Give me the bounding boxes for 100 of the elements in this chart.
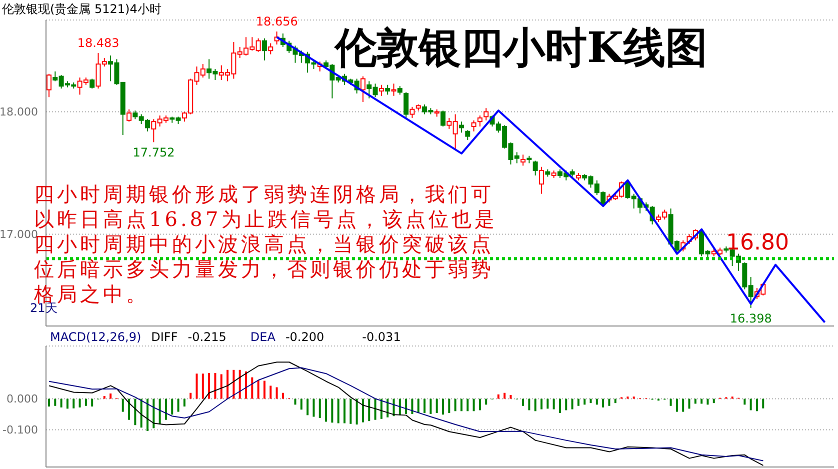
bar bbox=[466, 398, 469, 412]
bar bbox=[744, 398, 746, 405]
bar bbox=[398, 398, 401, 416]
bar bbox=[712, 398, 715, 404]
y-tick-label: -0.100 bbox=[2, 424, 38, 437]
bar bbox=[164, 398, 167, 420]
bar bbox=[158, 398, 161, 424]
bar bbox=[565, 398, 568, 410]
bar bbox=[534, 398, 536, 412]
bar bbox=[337, 398, 340, 424]
bar bbox=[558, 398, 561, 414]
bar bbox=[552, 398, 555, 410]
bar bbox=[424, 398, 426, 414]
bar bbox=[171, 398, 174, 415]
bar bbox=[356, 398, 358, 424]
bar bbox=[251, 377, 254, 399]
y-tick-label: 18.000 bbox=[0, 106, 38, 119]
bar bbox=[584, 398, 586, 405]
bar bbox=[756, 398, 758, 412]
y-tick-label: 0.000 bbox=[6, 392, 38, 406]
bar bbox=[306, 398, 309, 416]
text: -0.031 bbox=[362, 330, 401, 344]
bar bbox=[202, 374, 204, 399]
bar bbox=[750, 398, 752, 410]
bar bbox=[670, 398, 672, 406]
bar bbox=[577, 398, 580, 406]
bar bbox=[417, 398, 420, 414]
bar bbox=[208, 372, 210, 399]
bar bbox=[263, 380, 266, 399]
candlestick bbox=[484, 108, 489, 121]
bar bbox=[103, 396, 106, 399]
text: DEA bbox=[250, 330, 276, 344]
candlestick bbox=[458, 121, 464, 134]
bar bbox=[300, 398, 302, 410]
bar bbox=[257, 380, 260, 399]
bar bbox=[706, 398, 709, 405]
text: MACD(12,26,9) bbox=[50, 330, 142, 344]
bar bbox=[472, 398, 475, 412]
bar bbox=[282, 392, 284, 399]
bar bbox=[318, 398, 321, 418]
bar bbox=[72, 398, 75, 408]
ref-line-label: 16.80 bbox=[726, 230, 789, 256]
bar bbox=[762, 398, 764, 408]
annotation: 17.752 bbox=[132, 146, 175, 160]
candlestick bbox=[391, 83, 396, 96]
bar bbox=[442, 398, 444, 415]
bar bbox=[238, 370, 241, 399]
bar bbox=[510, 395, 512, 399]
bar bbox=[540, 398, 542, 410]
bar bbox=[362, 398, 364, 422]
bar bbox=[430, 398, 432, 414]
bar bbox=[214, 372, 216, 399]
bar bbox=[270, 386, 272, 399]
bar bbox=[485, 398, 488, 405]
bar bbox=[350, 398, 352, 424]
bar bbox=[226, 370, 229, 399]
bar bbox=[411, 398, 414, 414]
bar bbox=[436, 398, 438, 414]
bar bbox=[608, 398, 610, 406]
text: -0.215 bbox=[188, 330, 226, 344]
bar bbox=[614, 398, 616, 404]
bar bbox=[374, 398, 376, 420]
bar bbox=[602, 398, 604, 408]
bar bbox=[460, 398, 462, 412]
chart-title: 伦敦银四小时K线图 bbox=[335, 22, 708, 74]
bar bbox=[546, 398, 549, 409]
bar bbox=[571, 398, 574, 410]
bar bbox=[405, 398, 408, 414]
bar bbox=[134, 398, 136, 426]
bar bbox=[91, 398, 94, 406]
bar bbox=[454, 398, 456, 412]
bar bbox=[596, 398, 598, 405]
bar bbox=[110, 393, 112, 399]
bar bbox=[682, 398, 684, 412]
bar bbox=[60, 398, 62, 408]
bar bbox=[478, 398, 481, 410]
bar bbox=[245, 371, 247, 399]
bar bbox=[220, 374, 222, 399]
bar bbox=[688, 398, 690, 409]
bar bbox=[84, 398, 87, 406]
text: 伦敦银现(贵金属 5121)4小时 bbox=[2, 1, 162, 18]
bar bbox=[368, 398, 370, 422]
bar bbox=[676, 398, 678, 412]
bar bbox=[344, 398, 346, 424]
bar bbox=[122, 398, 124, 412]
bar bbox=[700, 398, 703, 404]
bar bbox=[146, 398, 148, 432]
bar bbox=[48, 398, 50, 406]
bar bbox=[497, 394, 500, 399]
y-tick-label: 17.000 bbox=[0, 228, 38, 242]
bar bbox=[312, 398, 315, 417]
bar bbox=[128, 398, 130, 420]
bar bbox=[448, 398, 450, 414]
bar bbox=[528, 398, 530, 410]
text: -0.200 bbox=[285, 330, 324, 344]
bar bbox=[504, 392, 506, 399]
bar bbox=[152, 398, 155, 428]
bar bbox=[196, 374, 198, 399]
text: DIFF bbox=[151, 330, 178, 344]
bar bbox=[331, 398, 334, 423]
